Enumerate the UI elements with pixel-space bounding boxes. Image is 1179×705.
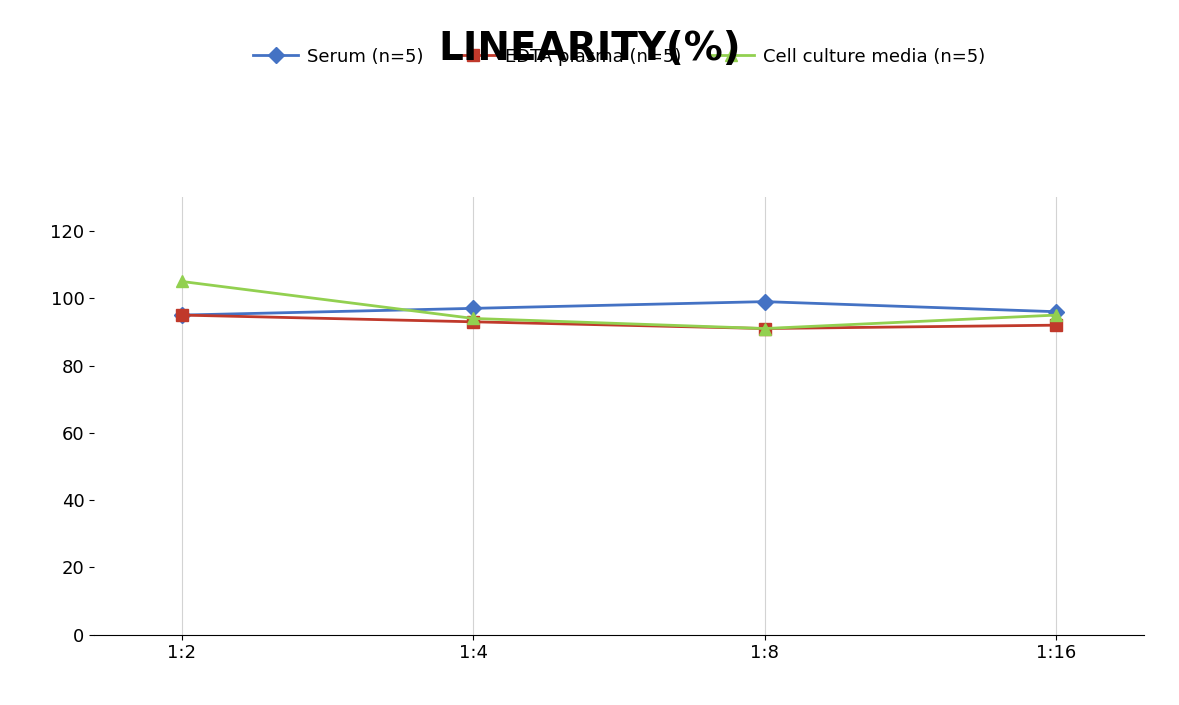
Serum (n=5) — [174, 311, 189, 319]
Text: LINEARITY(%): LINEARITY(%) — [439, 30, 740, 68]
Serum (n=5) — [466, 304, 480, 312]
EDTA plasma (n=5) — [466, 317, 480, 326]
Serum (n=5) — [1049, 307, 1063, 316]
EDTA plasma (n=5) — [758, 324, 772, 333]
Legend: Serum (n=5), EDTA plasma (n=5), Cell culture media (n=5): Serum (n=5), EDTA plasma (n=5), Cell cul… — [246, 40, 992, 73]
Serum (n=5) — [758, 298, 772, 306]
Line: Serum (n=5): Serum (n=5) — [176, 296, 1062, 321]
EDTA plasma (n=5) — [1049, 321, 1063, 329]
EDTA plasma (n=5) — [174, 311, 189, 319]
Line: EDTA plasma (n=5): EDTA plasma (n=5) — [176, 309, 1062, 334]
Cell culture media (n=5) — [466, 314, 480, 323]
Cell culture media (n=5) — [174, 277, 189, 286]
Line: Cell culture media (n=5): Cell culture media (n=5) — [176, 276, 1062, 334]
Cell culture media (n=5) — [1049, 311, 1063, 319]
Cell culture media (n=5) — [758, 324, 772, 333]
